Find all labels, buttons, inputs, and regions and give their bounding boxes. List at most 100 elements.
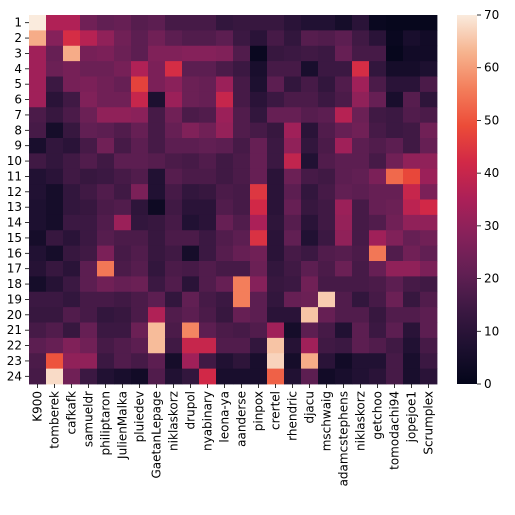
heatmap-cell (131, 307, 149, 323)
heatmap-cell (63, 337, 81, 354)
heatmap-cell (301, 184, 319, 200)
heatmap-cell (318, 153, 336, 170)
heatmap-cell (301, 15, 319, 31)
heatmap-cell (216, 307, 234, 323)
heatmap-cell (250, 184, 268, 200)
heatmap-cell (352, 214, 370, 231)
y-tick-label: 3 (14, 46, 22, 60)
heatmap-cell (335, 230, 353, 247)
heatmap-cell (369, 230, 387, 247)
heatmap-cell (318, 245, 336, 262)
heatmap-cell (403, 276, 421, 293)
heatmap-cell (318, 45, 336, 62)
heatmap-cell (233, 230, 251, 247)
colorbar-tick-label: 70 (484, 8, 499, 22)
heatmap-cell (46, 91, 64, 108)
heatmap-cell (369, 168, 387, 185)
heatmap-cell (216, 153, 234, 170)
heatmap-cell (386, 138, 404, 154)
heatmap-cell (114, 307, 132, 323)
heatmap-cell (131, 291, 149, 308)
heatmap-cell (335, 122, 353, 139)
heatmap-cell (148, 245, 166, 262)
heatmap-cell (97, 76, 115, 93)
heatmap-cell (63, 15, 81, 31)
y-tick-label: 5 (14, 77, 22, 91)
heatmap-cell (216, 107, 234, 124)
colorbar-tick-label: 50 (484, 113, 499, 127)
heatmap-cell (318, 199, 336, 216)
heatmap-cell (352, 184, 370, 200)
heatmap-cell (148, 122, 166, 139)
heatmap-cell (386, 107, 404, 124)
heatmap-cell (352, 199, 370, 216)
heatmap-cell (114, 322, 132, 339)
heatmap-cell (80, 138, 98, 154)
heatmap-cell (250, 153, 268, 170)
heatmap-cell (284, 245, 302, 262)
heatmap-cell (233, 153, 251, 170)
x-tick-label: cafkafk (65, 391, 79, 434)
heatmap-cell (403, 184, 421, 200)
y-tick-label: 2 (14, 31, 22, 45)
heatmap-cell (403, 230, 421, 247)
heatmap-cell (216, 214, 234, 231)
y-tick-label: 10 (7, 154, 22, 168)
heatmap-cell (46, 261, 64, 277)
heatmap-cell (80, 337, 98, 354)
heatmap-cell (165, 291, 183, 308)
heatmap-cell (97, 91, 115, 108)
heatmap-cell (233, 368, 251, 385)
heatmap-cell (352, 276, 370, 293)
heatmap-cell (233, 15, 251, 31)
heatmap-cell (250, 214, 268, 231)
heatmap-cell (182, 45, 200, 62)
colorbar-tick-label: 30 (484, 219, 499, 233)
heatmap-cell (182, 107, 200, 124)
heatmap-cell (335, 322, 353, 339)
heatmap-cell (233, 45, 251, 62)
heatmap-cell (403, 353, 421, 370)
heatmap-cell (284, 107, 302, 124)
heatmap-cell (403, 76, 421, 93)
heatmap-cell (267, 353, 285, 370)
y-tick-label: 14 (7, 216, 22, 230)
heatmap-cell (97, 30, 115, 47)
heatmap-cell (29, 107, 47, 124)
heatmap-cell (80, 199, 98, 216)
heatmap-cell (352, 122, 370, 139)
heatmap-cell (318, 15, 336, 31)
heatmap-cell (284, 291, 302, 308)
heatmap-cell (131, 199, 149, 216)
heatmap-cell (233, 199, 251, 216)
heatmap-cell (148, 337, 166, 354)
heatmap-cell (386, 245, 404, 262)
heatmap-cell (131, 230, 149, 247)
heatmap-cell (403, 61, 421, 77)
heatmap-cell (284, 138, 302, 154)
heatmap-cell (80, 261, 98, 277)
heatmap-cell (420, 276, 438, 293)
heatmap-cell (216, 261, 234, 277)
heatmap-cell (63, 230, 81, 247)
heatmap-cell (199, 199, 217, 216)
heatmap-cell (114, 15, 132, 31)
heatmap-cell (80, 91, 98, 108)
heatmap-cell (199, 230, 217, 247)
heatmap-cell (148, 15, 166, 31)
heatmap-cell (97, 122, 115, 139)
heatmap-cell (46, 353, 64, 370)
heatmap-cell (97, 230, 115, 247)
heatmap-cell (165, 45, 183, 62)
heatmap-cell (199, 30, 217, 47)
heatmap-cell (386, 322, 404, 339)
heatmap-cell (148, 291, 166, 308)
heatmap-cell (420, 168, 438, 185)
heatmap-cell (80, 76, 98, 93)
heatmap-cell (114, 353, 132, 370)
heatmap-cell (386, 214, 404, 231)
heatmap-cell (420, 138, 438, 154)
heatmap-cell (386, 30, 404, 47)
heatmap-cell (267, 30, 285, 47)
heatmap-cell (148, 91, 166, 108)
